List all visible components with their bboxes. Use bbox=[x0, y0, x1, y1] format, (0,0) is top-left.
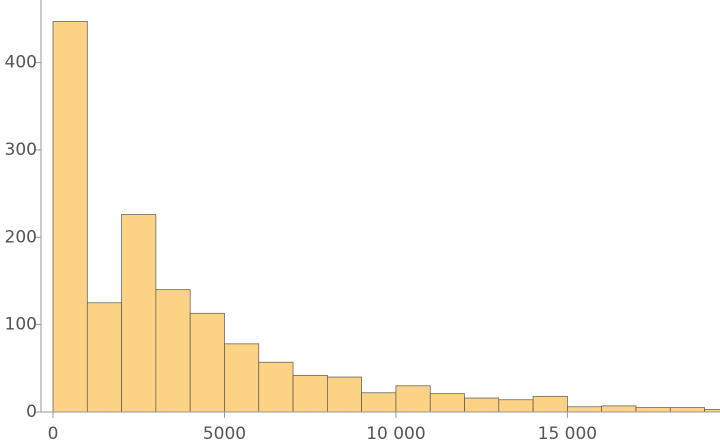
bar bbox=[326, 376, 362, 413]
x-tick-label: 10 000 bbox=[366, 424, 425, 444]
y-tick-label: 400 bbox=[5, 53, 37, 73]
bar bbox=[498, 399, 534, 413]
x-tick-label: 5000 bbox=[203, 424, 246, 444]
x-tick-label: 15 000 bbox=[538, 424, 597, 444]
bar bbox=[224, 343, 260, 413]
bar bbox=[669, 407, 705, 413]
y-tick-label: 300 bbox=[5, 140, 37, 160]
bar bbox=[635, 407, 671, 413]
bar bbox=[361, 392, 397, 413]
bar bbox=[189, 312, 225, 413]
bar bbox=[704, 409, 720, 413]
bar bbox=[258, 361, 294, 413]
bar bbox=[429, 393, 465, 413]
bar bbox=[567, 406, 603, 413]
bar bbox=[395, 385, 431, 413]
y-tick-label: 0 bbox=[26, 402, 37, 422]
bar bbox=[532, 395, 568, 413]
bars bbox=[52, 21, 720, 413]
bar bbox=[86, 302, 122, 413]
bar bbox=[121, 214, 157, 413]
y-tick-label: 100 bbox=[5, 315, 37, 335]
bar bbox=[52, 21, 88, 413]
x-tick-label: 0 bbox=[48, 424, 59, 444]
bar bbox=[464, 397, 500, 413]
bar bbox=[155, 289, 191, 413]
bar bbox=[601, 405, 637, 413]
bar bbox=[292, 374, 328, 413]
y-tick-label: 200 bbox=[5, 227, 37, 247]
